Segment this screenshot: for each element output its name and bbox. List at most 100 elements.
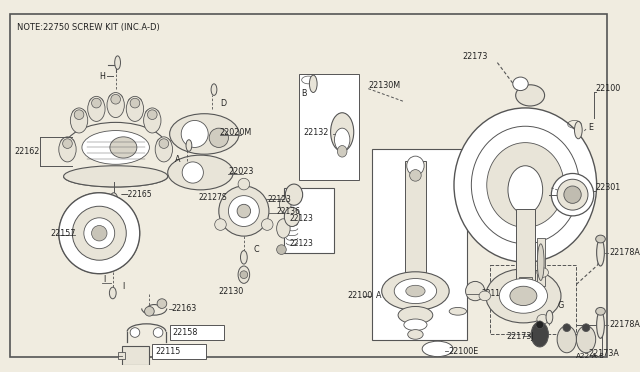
Ellipse shape (551, 173, 594, 216)
Text: 22127S: 22127S (199, 193, 227, 202)
Bar (516, 209, 535, 286)
Ellipse shape (262, 219, 273, 230)
Ellipse shape (564, 186, 581, 203)
Ellipse shape (309, 75, 317, 93)
Text: 22132: 22132 (303, 128, 329, 137)
Ellipse shape (284, 207, 300, 227)
Text: C: C (253, 245, 259, 254)
Ellipse shape (182, 162, 204, 183)
Ellipse shape (238, 178, 250, 190)
Circle shape (145, 307, 154, 316)
Ellipse shape (59, 137, 76, 162)
Ellipse shape (582, 324, 590, 331)
Text: 22136: 22136 (276, 206, 301, 215)
Circle shape (59, 193, 140, 274)
Ellipse shape (331, 113, 354, 151)
Bar (405, 161, 426, 277)
Ellipse shape (170, 114, 239, 154)
Ellipse shape (241, 251, 247, 264)
Ellipse shape (181, 121, 208, 147)
Circle shape (72, 206, 126, 260)
Circle shape (157, 299, 167, 308)
Ellipse shape (88, 96, 105, 121)
Circle shape (92, 225, 107, 241)
Ellipse shape (211, 84, 217, 95)
Circle shape (63, 139, 72, 148)
Bar (537, 238, 545, 286)
Text: 22123: 22123 (289, 214, 313, 223)
Text: 22162: 22162 (15, 147, 40, 156)
Text: 22163: 22163 (172, 304, 197, 313)
Bar (284, 188, 335, 253)
Bar (170, 325, 223, 340)
Text: B: B (301, 89, 307, 98)
Ellipse shape (219, 186, 269, 236)
Ellipse shape (471, 126, 579, 244)
Text: 22158: 22158 (173, 328, 198, 337)
Ellipse shape (110, 137, 137, 158)
Ellipse shape (596, 311, 604, 338)
Ellipse shape (516, 85, 545, 106)
Bar (299, 74, 358, 180)
Ellipse shape (410, 170, 421, 181)
Bar (118, 352, 125, 359)
Text: E: E (588, 123, 593, 132)
Ellipse shape (546, 310, 553, 324)
Circle shape (240, 271, 248, 279)
Circle shape (74, 110, 84, 119)
Ellipse shape (237, 204, 251, 218)
Ellipse shape (186, 140, 192, 151)
Ellipse shape (276, 219, 290, 238)
Text: 22130: 22130 (219, 286, 244, 296)
Ellipse shape (335, 128, 350, 151)
Text: 22178A: 22178A (609, 248, 640, 257)
Ellipse shape (596, 235, 605, 243)
Ellipse shape (238, 266, 250, 283)
Ellipse shape (510, 286, 537, 305)
Ellipse shape (486, 269, 561, 323)
Ellipse shape (214, 219, 227, 230)
Ellipse shape (115, 56, 120, 69)
Circle shape (153, 328, 163, 337)
Ellipse shape (465, 282, 485, 301)
Circle shape (130, 98, 140, 108)
Ellipse shape (70, 108, 88, 133)
Circle shape (159, 139, 169, 148)
Text: 22023: 22023 (228, 167, 254, 176)
Text: 22123: 22123 (289, 239, 313, 248)
Ellipse shape (408, 330, 423, 339)
Circle shape (130, 328, 140, 337)
Bar (122, 346, 149, 365)
Ellipse shape (228, 196, 259, 227)
Text: NOTE:22750 SCREW KIT (INC.A-D): NOTE:22750 SCREW KIT (INC.A-D) (17, 23, 160, 32)
Ellipse shape (209, 128, 228, 147)
Ellipse shape (406, 285, 425, 297)
Text: 22115: 22115 (155, 347, 180, 356)
Ellipse shape (449, 307, 467, 315)
Ellipse shape (596, 307, 605, 315)
Text: 22173J: 22173J (506, 332, 534, 341)
Bar (372, 150, 467, 340)
Text: A: A (376, 291, 381, 300)
Circle shape (147, 110, 157, 119)
Ellipse shape (577, 326, 596, 353)
Text: G: G (557, 301, 563, 310)
Text: A: A (175, 154, 180, 164)
Ellipse shape (126, 96, 143, 121)
Ellipse shape (596, 239, 604, 266)
Ellipse shape (557, 179, 588, 210)
Ellipse shape (109, 287, 116, 299)
Text: —22165: —22165 (120, 190, 152, 199)
Ellipse shape (575, 121, 582, 139)
Ellipse shape (537, 314, 548, 324)
Ellipse shape (531, 322, 548, 347)
Ellipse shape (407, 156, 424, 175)
Ellipse shape (110, 193, 118, 206)
Ellipse shape (398, 307, 433, 324)
Text: I: I (122, 282, 125, 291)
Text: 22123: 22123 (268, 195, 292, 204)
Ellipse shape (276, 245, 286, 254)
Bar (152, 344, 206, 359)
Circle shape (84, 218, 115, 248)
Text: 22130M: 22130M (368, 81, 401, 90)
